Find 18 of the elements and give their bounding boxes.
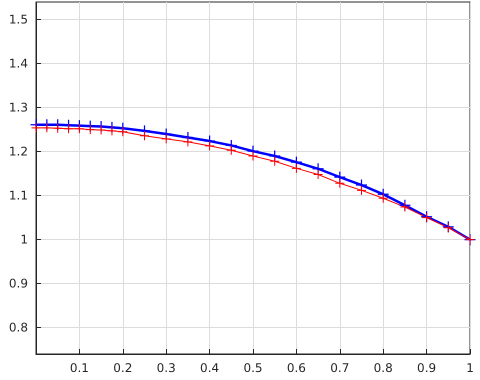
y-tick-label: 1.4 <box>8 56 28 71</box>
x-tick-label: 0.6 <box>286 361 306 375</box>
x-tick-label: 0.8 <box>374 361 393 375</box>
x-tick-label: 0.7 <box>330 361 350 375</box>
y-tick-label: 1.3 <box>8 100 28 115</box>
y-tick-label: 0.8 <box>8 320 28 335</box>
x-tick-label: 1 <box>466 361 474 375</box>
y-tick-label: 1.5 <box>8 12 28 27</box>
y-tick-label: 1.1 <box>8 188 28 203</box>
x-tick-label: 0.3 <box>156 361 176 375</box>
y-tick-label: 1.2 <box>8 144 28 159</box>
x-tick-label: 0.9 <box>417 361 436 375</box>
y-tick-label: 1 <box>20 232 28 247</box>
x-tick-label: 0.5 <box>243 361 263 375</box>
x-tick-label: 0.4 <box>200 361 220 375</box>
x-tick-label: 0.2 <box>113 361 132 375</box>
x-tick-label: 0.1 <box>70 361 89 375</box>
y-tick-label: 0.9 <box>8 276 28 291</box>
